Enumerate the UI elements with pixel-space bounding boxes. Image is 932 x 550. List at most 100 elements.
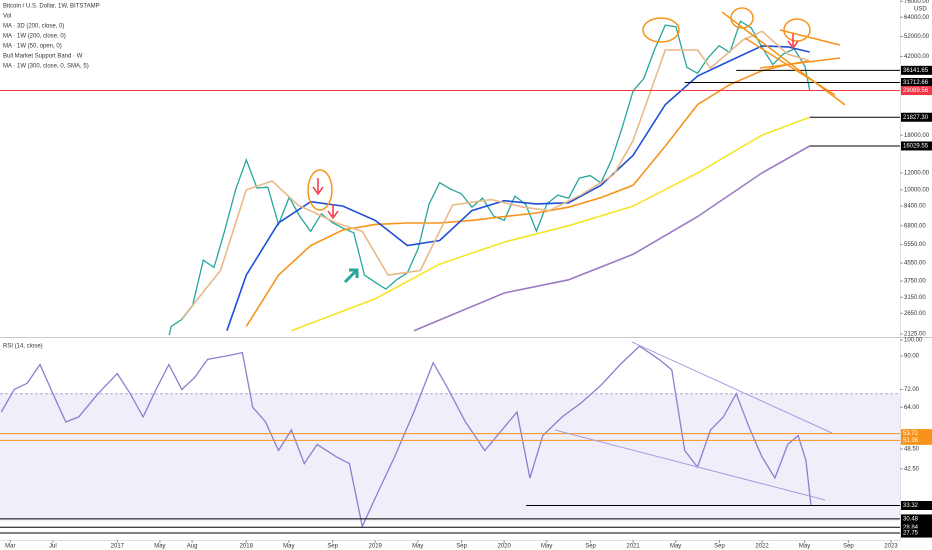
y-tick-label: 76000.00 xyxy=(904,0,930,5)
level-label: 28.84 xyxy=(903,525,919,531)
x-tick-label: 2022 xyxy=(755,544,769,550)
rsi-pane xyxy=(0,345,900,534)
legend-entry: Bitcoin / U.S. Dollar, 1W, BITSTAMP xyxy=(3,4,100,10)
trend-line xyxy=(759,57,841,69)
y-tick-label: 100.00 xyxy=(904,338,923,344)
x-tick-label: Sep xyxy=(327,544,338,550)
y-tick-label: 5550.00 xyxy=(904,242,926,248)
level-label: 33.32 xyxy=(903,503,919,509)
axes: 76000.00 64000.00 52000.00 42000.00 18000.00… xyxy=(5,0,932,550)
series-line xyxy=(226,45,810,331)
series-line xyxy=(413,145,811,332)
y-tick-label: 3750.00 xyxy=(904,279,926,285)
level-label-box xyxy=(901,112,932,122)
level-label-box xyxy=(901,86,932,96)
level-label: 31712.66 xyxy=(903,80,929,86)
trend-line xyxy=(631,341,833,434)
level-label: 16029.55 xyxy=(903,144,929,150)
series-line xyxy=(245,60,810,327)
series-line xyxy=(168,20,811,335)
y-tick-label: 2650.00 xyxy=(904,311,926,317)
y-tick-label: 48.50 xyxy=(904,447,920,453)
currency-label: USD xyxy=(914,7,927,13)
level-label: 21827.30 xyxy=(903,115,929,121)
pane-title: RSI (14, close) xyxy=(3,344,43,350)
level-label-box xyxy=(901,435,932,445)
y-tick-label: 52000.00 xyxy=(904,34,930,40)
y-tick-label: 3150.00 xyxy=(904,295,926,301)
series-line xyxy=(0,345,812,529)
y-tick-label: 10000.00 xyxy=(904,187,930,193)
legend-entry: MA · 1W (300, close, 0, SMA, 5) xyxy=(3,64,89,70)
x-tick-label: 2017 xyxy=(111,544,125,550)
x-tick-label: May xyxy=(154,544,165,550)
level-label-box xyxy=(901,429,932,439)
x-tick-label: May xyxy=(670,544,681,550)
y-tick-label: 6800.00 xyxy=(904,223,926,229)
x-tick-label: May xyxy=(283,544,294,550)
y-tick-label: 90.00 xyxy=(904,353,920,359)
annotations xyxy=(307,7,846,501)
x-tick-label: 2019 xyxy=(369,544,383,550)
level-label: 53.72 xyxy=(903,431,919,437)
level-label-box xyxy=(901,501,932,511)
x-tick-label: 2023 xyxy=(884,544,898,550)
level-label-box xyxy=(901,65,932,75)
x-tick-label: Sep xyxy=(585,544,596,550)
y-tick-label: 4550.00 xyxy=(904,261,926,267)
level-label-box xyxy=(901,514,932,524)
level-label: 30.48 xyxy=(903,517,919,523)
trend-line xyxy=(721,11,846,106)
level-label-box xyxy=(901,78,932,88)
x-tick-label: Sep xyxy=(843,544,854,550)
legend-entry: Vol xyxy=(3,14,11,20)
x-tick-label: Mar xyxy=(5,544,15,550)
legend: Bitcoin / U.S. Dollar, 1W, BITSTAMP Vol MA… xyxy=(3,4,100,350)
x-tick-label: May xyxy=(799,544,810,550)
trend-line xyxy=(554,429,826,501)
x-tick-label: Aug xyxy=(187,544,198,550)
legend-entry: MA · 1W (50, open, 0) xyxy=(3,44,62,50)
x-tick-label: Jul xyxy=(49,544,57,550)
legend-entry: MA · 1W (200, close, 0) xyxy=(3,34,66,40)
annotation-circle xyxy=(642,17,680,43)
x-tick-label: Sep xyxy=(456,544,467,550)
annotation-arrow xyxy=(312,178,324,196)
x-tick-label: May xyxy=(412,544,423,550)
x-tick-label: 2018 xyxy=(240,544,254,550)
level-label: 36141.65 xyxy=(903,68,929,74)
level-label: 27.75 xyxy=(903,531,919,537)
y-tick-label: 2125.00 xyxy=(904,331,926,337)
annotation-circle xyxy=(783,18,811,42)
level-label: 51.36 xyxy=(903,438,919,444)
annotation-arrow xyxy=(327,204,339,220)
series-line xyxy=(291,116,810,332)
price-pane xyxy=(0,20,900,335)
y-tick-label: 64.00 xyxy=(904,405,920,411)
level-label: 29089.56 xyxy=(903,88,929,94)
x-tick-label: May xyxy=(541,544,552,550)
legend-entry: Bull Market Support Band · W xyxy=(3,54,83,60)
y-tick-label: 42000.00 xyxy=(904,54,930,60)
x-tick-label: 2021 xyxy=(626,544,640,550)
y-tick-label: 64000.00 xyxy=(904,15,930,21)
trend-line xyxy=(744,37,836,96)
x-tick-label: 2020 xyxy=(497,544,511,550)
level-label-box xyxy=(901,528,932,538)
legend-entry: MA · 3D (200, close, 0) xyxy=(3,24,64,30)
x-tick-label: Sep xyxy=(714,544,725,550)
annotation-circle xyxy=(307,169,333,211)
level-label-box xyxy=(901,141,932,151)
y-tick-label: 72.00 xyxy=(904,387,920,393)
y-tick-label: 42.50 xyxy=(904,466,920,472)
trend-line xyxy=(779,29,841,46)
rsi-band xyxy=(0,393,900,522)
y-tick-label: 12000.00 xyxy=(904,170,930,176)
y-tick-label: 8400.00 xyxy=(904,204,926,210)
annotation-arrow xyxy=(343,268,359,284)
series-line xyxy=(181,30,810,320)
y-tick-label: 18000.00 xyxy=(904,133,930,139)
